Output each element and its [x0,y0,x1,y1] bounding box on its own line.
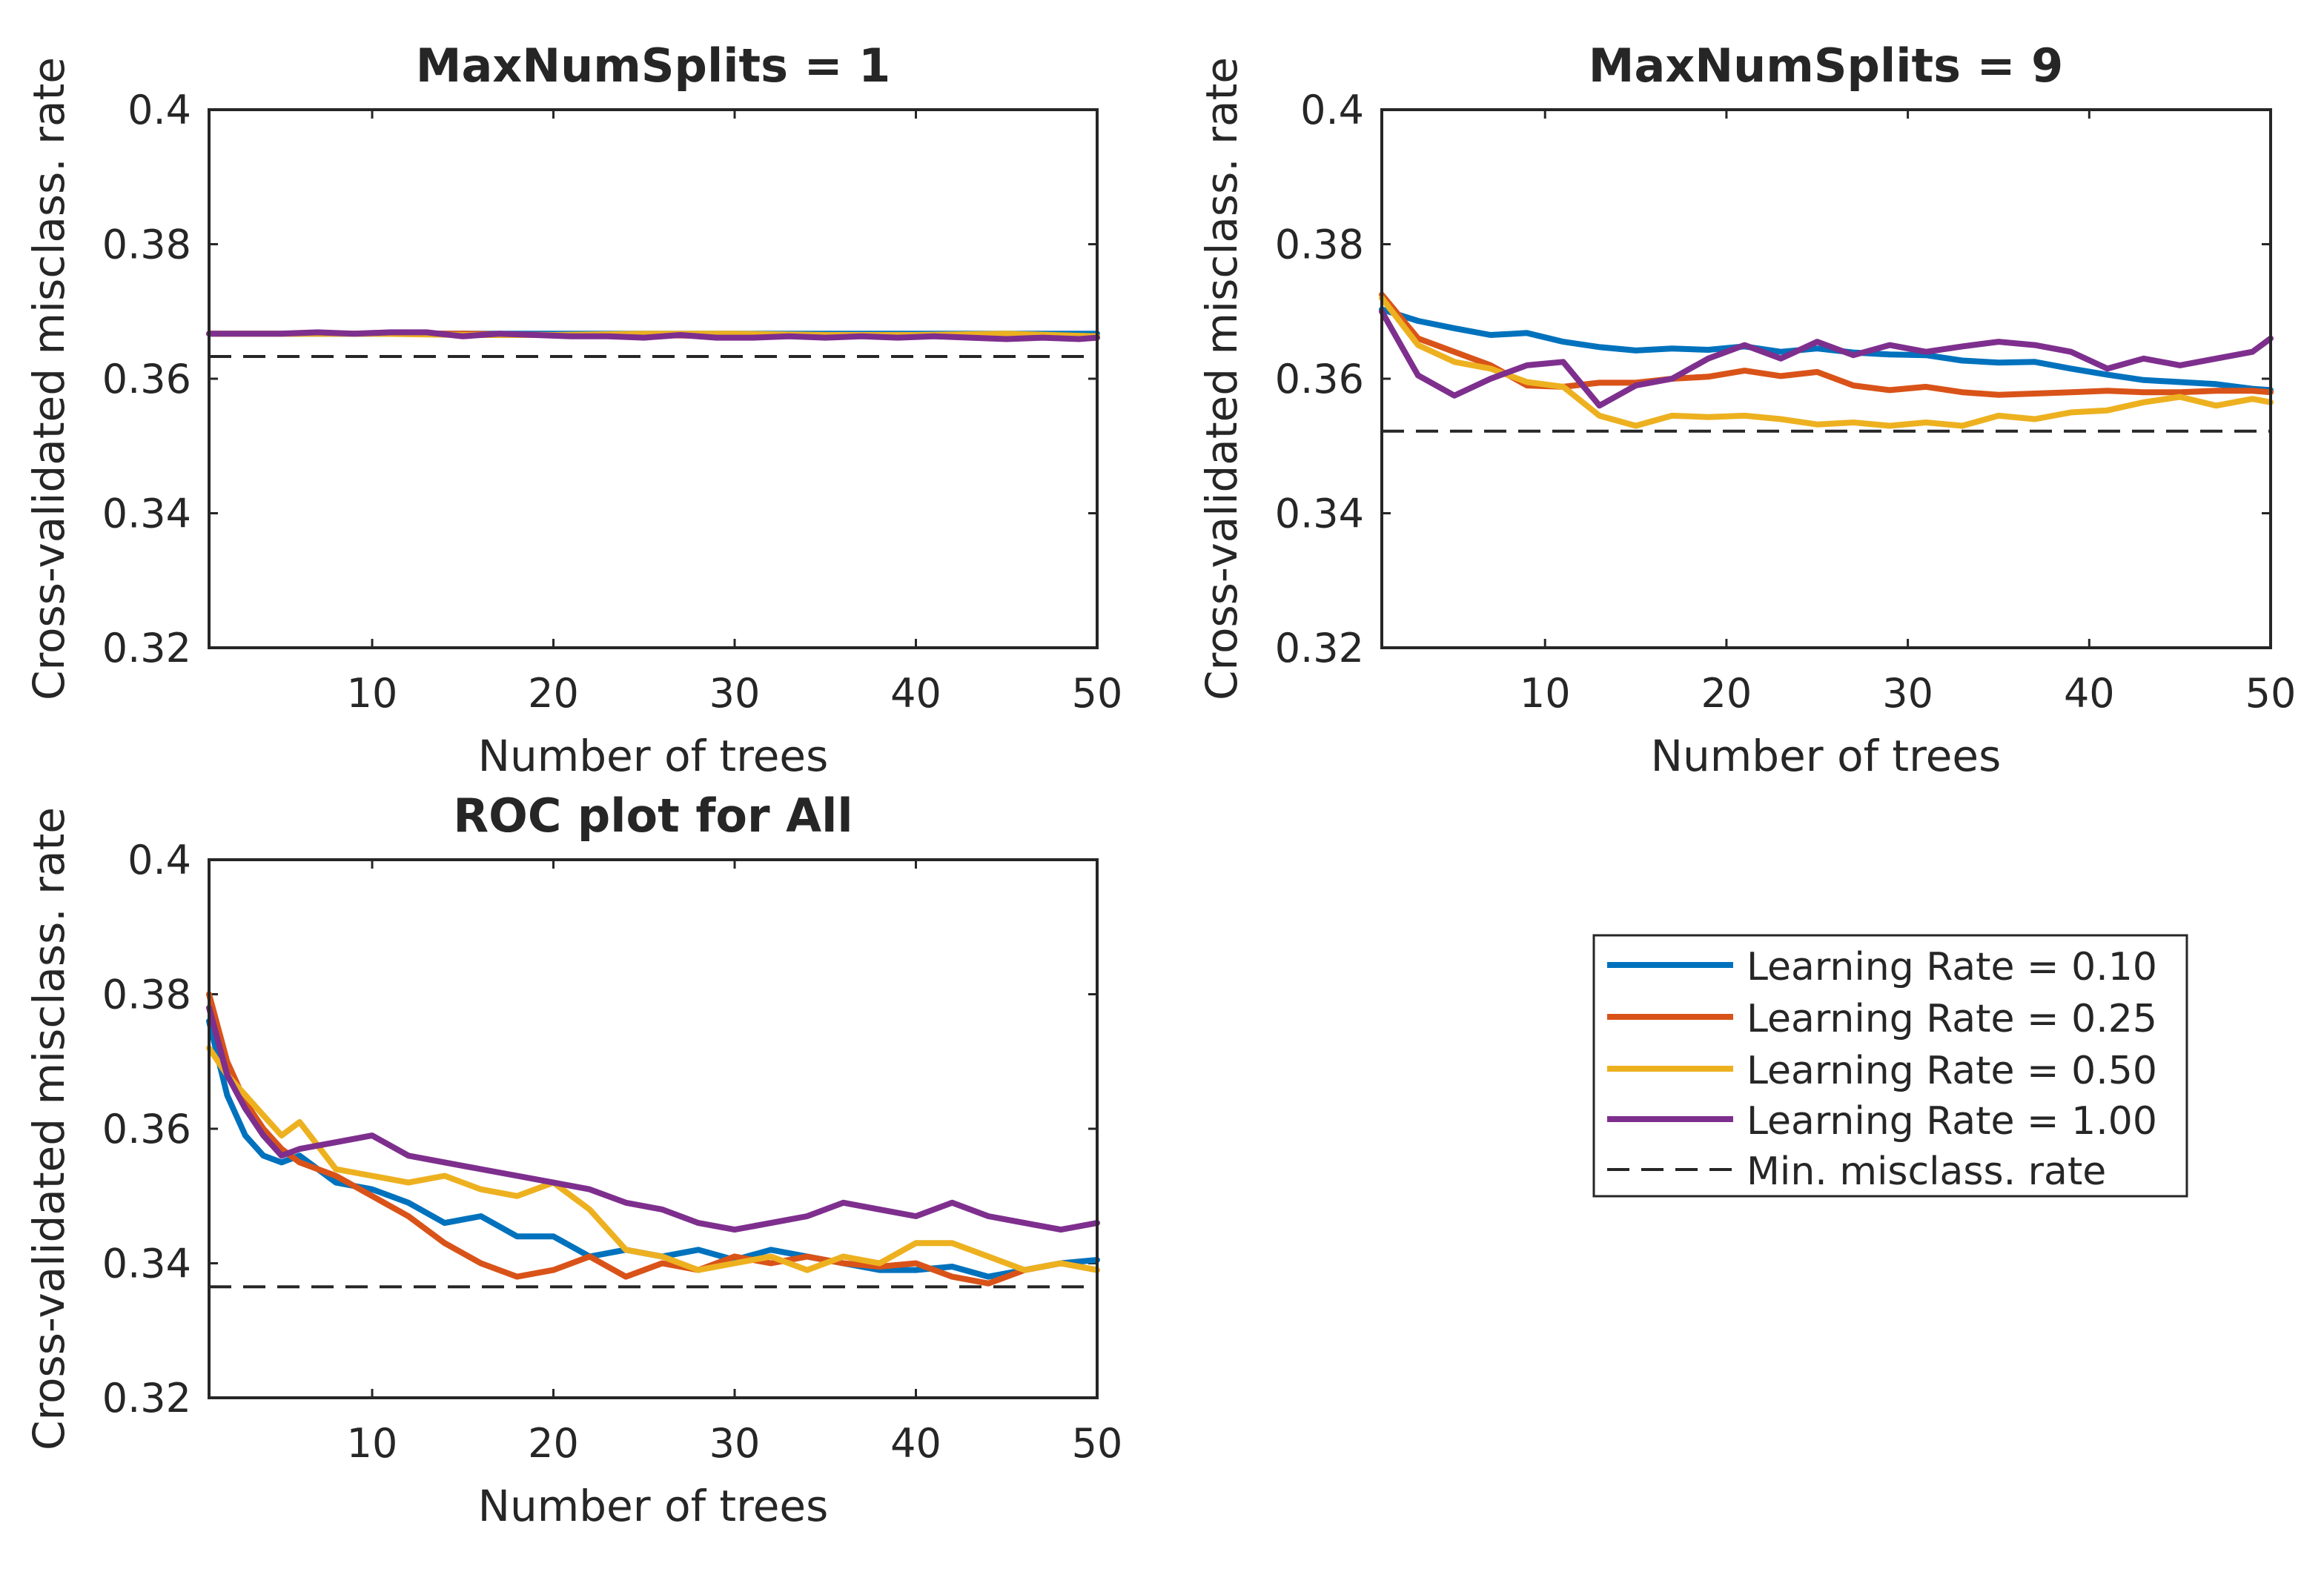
y-tick-label: 0.4 [1300,87,1364,133]
subplot-roc-plot-all: ROC plot for All Cross-validated misclas… [24,789,1122,1531]
legend-entry: Learning Rate = 0.10 [1607,945,2157,989]
x-tick-label: 10 [347,670,398,717]
series-line [206,991,1100,1287]
x-tick-label: 50 [2245,670,2297,717]
plot-marks: 10 20 30 40 50 0.32 0.34 0.36 0.38 0.4 [1275,87,2297,717]
y-axis-label: Cross-validated misclass. rate [24,57,74,700]
y-tick-label: 0.38 [102,222,191,268]
x-tick-label: 30 [709,670,761,717]
y-tick-label: 0.36 [1275,356,1364,402]
y-tick-label: 0.32 [102,1375,191,1422]
x-axis-label: Number of trees [478,731,829,781]
axes-box [208,858,1099,1399]
legend-entry: Learning Rate = 0.25 [1607,997,2157,1041]
y-axis-label: Cross-validated misclass. rate [1196,57,1247,700]
y-tick-label: 0.38 [102,972,191,1018]
chart-title: MaxNumSplits = 1 [416,39,891,93]
legend-label: Learning Rate = 1.00 [1747,1099,2157,1144]
subplot-maxnumsplits-9: MaxNumSplits = 9 Cross-validated misclas… [1196,39,2296,781]
y-tick-label: 0.36 [102,1106,191,1152]
y-tick-label: 0.4 [128,87,191,133]
y-tick-label: 0.32 [102,625,191,671]
series-line [1379,295,2274,429]
x-tick-label: 20 [528,1420,579,1467]
x-tick-label: 30 [709,1420,761,1467]
y-tick-label: 0.34 [102,491,191,537]
series-line [206,1045,1100,1273]
axes-box [1380,108,2272,649]
x-tick-label: 40 [2064,670,2115,717]
y-tick-label: 0.32 [1275,625,1364,671]
plot-marks: 10 20 30 40 50 0.32 0.34 0.36 0.38 0.4 [102,837,1123,1467]
series-line [1379,308,2274,409]
x-tick-label: 20 [1701,670,1752,717]
axes-box [208,108,1099,649]
series-line [206,1004,1100,1233]
x-tick-label: 10 [347,1420,398,1467]
x-tick-label: 10 [1520,670,1571,717]
x-tick-label: 50 [1072,670,1123,717]
chart-title: ROC plot for All [453,789,853,843]
y-axis-label: Cross-validated misclass. rate [24,807,74,1450]
chart-title: MaxNumSplits = 9 [1589,39,2064,93]
x-tick-label: 40 [890,670,941,717]
legend-label: Learning Rate = 0.10 [1747,945,2157,989]
x-tick-label: 30 [1882,670,1933,717]
x-tick-label: 20 [528,670,579,717]
plot-marks: 10 20 30 40 50 0.32 0.34 0.36 0.38 0.4 [102,87,1123,717]
legend-entry: Min. misclass. rate [1607,1150,2106,1194]
x-tick-label: 40 [890,1420,941,1467]
legend-entry: Learning Rate = 1.00 [1607,1099,2157,1144]
legend-label: Learning Rate = 0.25 [1747,997,2157,1041]
y-tick-label: 0.38 [1275,222,1364,268]
legend-label: Learning Rate = 0.50 [1747,1049,2157,1093]
legend-entry: Learning Rate = 0.50 [1607,1049,2157,1093]
legend-label: Min. misclass. rate [1747,1150,2106,1194]
series-line [206,329,1100,342]
x-axis-label: Number of trees [478,1481,829,1531]
subplot-maxnumsplits-1: MaxNumSplits = 1 Cross-validated misclas… [24,39,1122,781]
x-tick-label: 50 [1072,1420,1123,1467]
y-tick-label: 0.34 [1275,491,1364,537]
y-tick-label: 0.4 [128,837,191,883]
y-tick-label: 0.34 [102,1241,191,1287]
y-tick-label: 0.36 [102,356,191,402]
x-axis-label: Number of trees [1651,731,2002,781]
legend: Learning Rate = 0.10 Learning Rate = 0.2… [1592,934,2188,1198]
